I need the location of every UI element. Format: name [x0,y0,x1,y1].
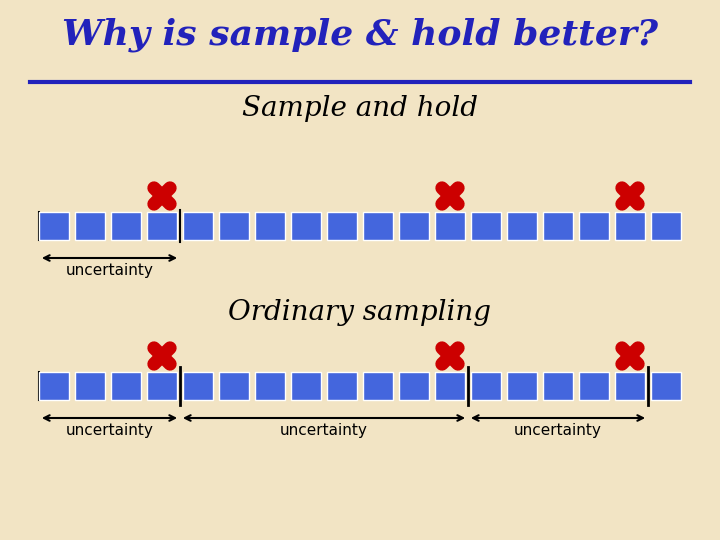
FancyBboxPatch shape [111,212,141,240]
FancyBboxPatch shape [651,372,681,400]
FancyBboxPatch shape [255,212,285,240]
FancyBboxPatch shape [543,212,573,240]
FancyBboxPatch shape [399,372,429,400]
FancyBboxPatch shape [291,212,321,240]
FancyBboxPatch shape [507,372,537,400]
FancyBboxPatch shape [651,212,681,240]
FancyBboxPatch shape [363,212,393,240]
Text: uncertainty: uncertainty [66,423,153,438]
FancyBboxPatch shape [183,212,213,240]
FancyBboxPatch shape [363,372,393,400]
FancyBboxPatch shape [471,212,501,240]
FancyBboxPatch shape [327,212,357,240]
FancyBboxPatch shape [219,212,249,240]
FancyBboxPatch shape [399,212,429,240]
FancyBboxPatch shape [39,372,69,400]
Text: Sample and hold: Sample and hold [242,94,478,122]
Text: uncertainty: uncertainty [280,423,368,438]
FancyBboxPatch shape [75,212,105,240]
FancyBboxPatch shape [471,372,501,400]
FancyBboxPatch shape [39,212,69,240]
FancyBboxPatch shape [75,372,105,400]
FancyBboxPatch shape [183,372,213,400]
FancyBboxPatch shape [291,372,321,400]
FancyBboxPatch shape [147,212,177,240]
FancyBboxPatch shape [615,212,645,240]
FancyBboxPatch shape [435,372,465,400]
FancyBboxPatch shape [327,372,357,400]
FancyBboxPatch shape [111,372,141,400]
Text: Why is sample & hold better?: Why is sample & hold better? [62,18,658,52]
FancyBboxPatch shape [507,212,537,240]
FancyBboxPatch shape [579,372,609,400]
FancyBboxPatch shape [435,212,465,240]
Text: uncertainty: uncertainty [514,423,602,438]
FancyBboxPatch shape [255,372,285,400]
FancyBboxPatch shape [579,212,609,240]
FancyBboxPatch shape [615,372,645,400]
FancyBboxPatch shape [543,372,573,400]
FancyBboxPatch shape [147,372,177,400]
FancyBboxPatch shape [219,372,249,400]
Text: Ordinary sampling: Ordinary sampling [228,299,492,326]
Text: uncertainty: uncertainty [66,263,153,278]
